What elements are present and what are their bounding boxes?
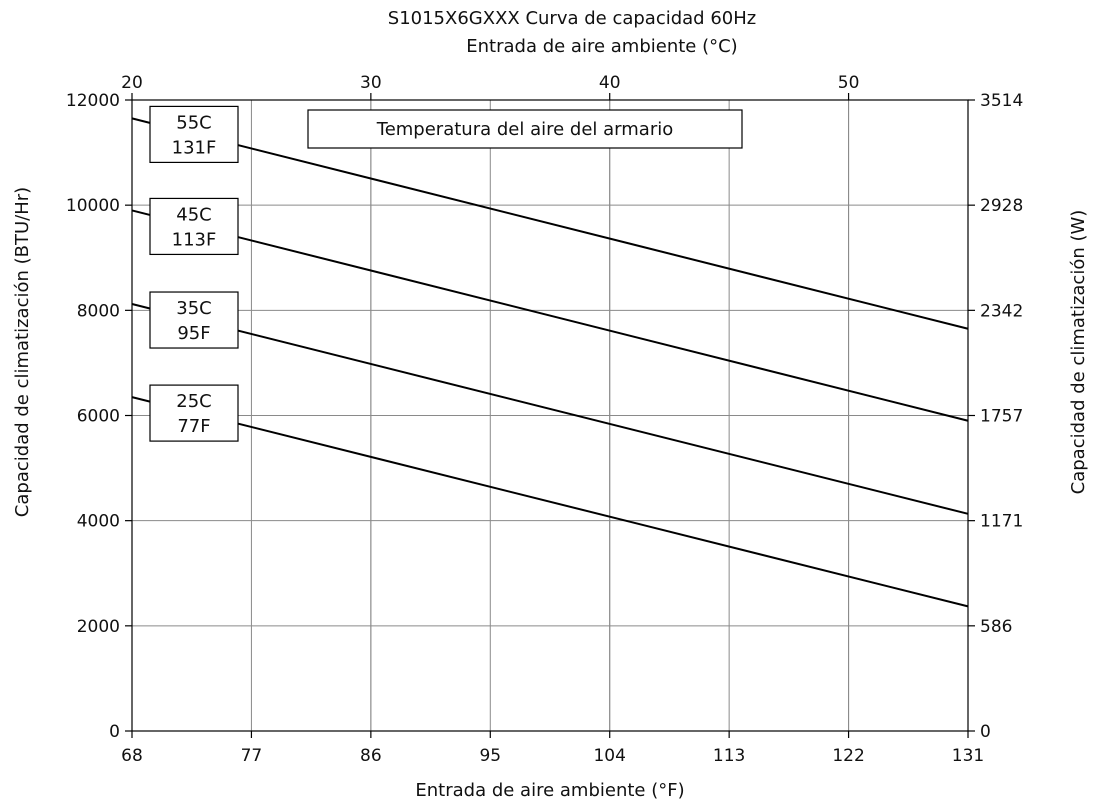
series-label-box: 45C 113F <box>149 197 239 256</box>
series-line <box>131 396 969 608</box>
y-right-tick-label: 0 <box>980 722 991 742</box>
series-label-box-frame <box>149 197 239 256</box>
series-label-box: 55C 131F <box>149 105 239 164</box>
chart-title: S1015X6GXXX Curva de capacidad 60Hz <box>388 8 756 29</box>
x-top-tick-label: 40 <box>599 73 621 93</box>
x-tick-label: 113 <box>713 746 745 766</box>
x-axis-top-label: Entrada de aire ambiente (°C) <box>466 36 737 57</box>
x-axis-bottom-label: Entrada de aire ambiente (°F) <box>415 780 684 801</box>
series-label-box-frame <box>149 384 239 442</box>
x-tick-label: 95 <box>479 746 501 766</box>
y-right-tick-label: 3514 <box>980 91 1023 111</box>
y-left-tick-label: 4000 <box>77 512 120 532</box>
series-label-celsius: 35C <box>176 298 211 319</box>
series-line <box>131 117 969 330</box>
series-label-fahrenheit: 131F <box>172 137 217 158</box>
x-tick-label: 77 <box>241 746 263 766</box>
x-tick-label: 131 <box>952 746 984 766</box>
series-line <box>131 209 969 422</box>
x-tick-label: 122 <box>832 746 864 766</box>
x-tick-label: 86 <box>360 746 382 766</box>
y-right-tick-label: 2342 <box>980 301 1023 321</box>
legend-title: Temperatura del aire del armario <box>376 119 673 140</box>
x-tick-label: 104 <box>593 746 625 766</box>
y-left-tick-label: 12000 <box>66 91 120 111</box>
series-label-fahrenheit: 95F <box>177 323 210 344</box>
y-right-tick-label: 2928 <box>980 196 1023 216</box>
y-left-tick-label: 0 <box>109 722 120 742</box>
y-left-tick-label: 8000 <box>77 301 120 321</box>
series-label-celsius: 55C <box>176 112 211 133</box>
grid-lines <box>132 100 968 731</box>
y-left-tick-label: 2000 <box>77 617 120 637</box>
y-left-tick-label: 6000 <box>77 407 120 427</box>
x-top-tick-label: 30 <box>360 73 382 93</box>
y-right-tick-label: 1171 <box>980 512 1023 532</box>
tick-labels: 68 77 86 95 104 113 122 131 20 30 40 50 0 0 2000 586 400… <box>66 73 1023 766</box>
x-top-tick-label: 50 <box>838 73 860 93</box>
series-label-fahrenheit: 113F <box>172 229 217 250</box>
y-axis-left-label: Capacidad de climatización (BTU/Hr) <box>12 187 33 517</box>
series-label-celsius: 45C <box>176 204 211 225</box>
legend-title-box: Temperatura del aire del armario <box>307 109 743 149</box>
y-left-tick-label: 10000 <box>66 196 120 216</box>
x-tick-label: 68 <box>121 746 143 766</box>
series-label-box-frame <box>149 105 239 164</box>
series-label-box-frame <box>149 291 239 349</box>
series-lines <box>131 117 969 608</box>
series-label-celsius: 25C <box>176 391 211 412</box>
series-label-fahrenheit: 77F <box>177 416 210 437</box>
series-line <box>131 303 969 515</box>
x-top-tick-label: 20 <box>121 73 143 93</box>
y-axis-right-label: Capacidad de climatización (W) <box>1068 210 1089 495</box>
y-right-tick-label: 1757 <box>980 407 1023 427</box>
y-right-tick-label: 586 <box>980 617 1012 637</box>
tick-marks <box>125 93 975 738</box>
